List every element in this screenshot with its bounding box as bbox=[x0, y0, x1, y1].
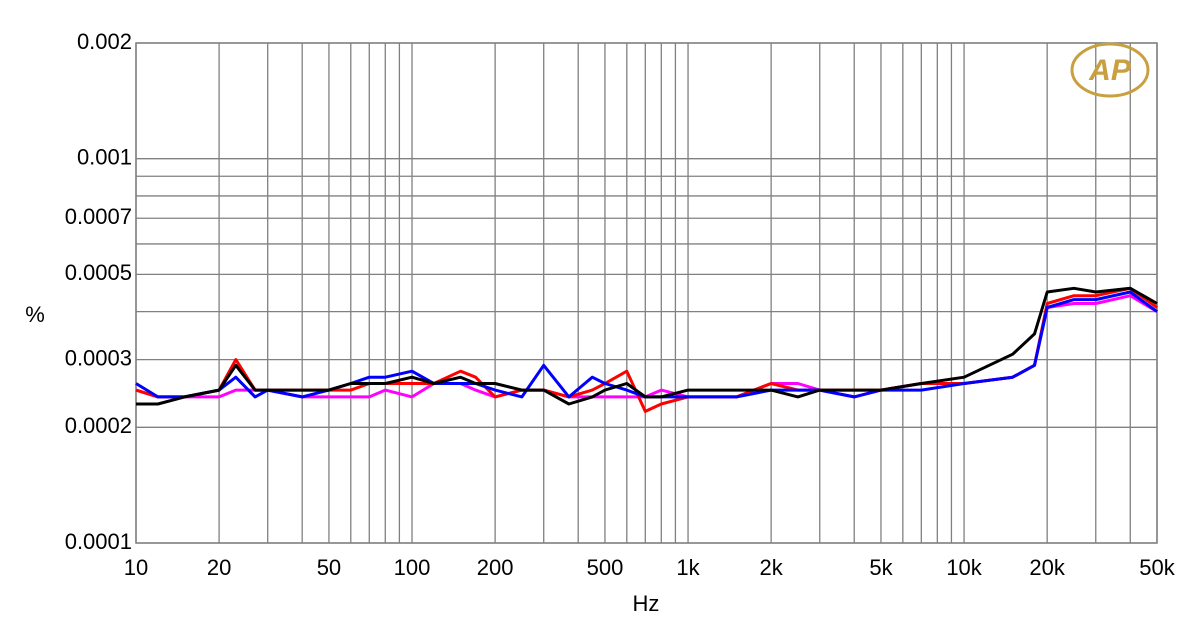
y-tick-label: 0.0001 bbox=[65, 529, 132, 554]
x-tick-label: 5k bbox=[869, 555, 893, 580]
x-tick-label: 100 bbox=[394, 555, 431, 580]
logo-text: AP bbox=[1088, 54, 1132, 87]
x-tick-label: 10k bbox=[946, 555, 982, 580]
y-tick-label: 0.0005 bbox=[65, 260, 132, 285]
x-tick-label: 10 bbox=[124, 555, 148, 580]
y-axis-label: % bbox=[25, 302, 45, 327]
y-tick-label: 0.0002 bbox=[65, 413, 132, 438]
logo-ring bbox=[1070, 42, 1150, 98]
x-tick-label: 50k bbox=[1139, 555, 1175, 580]
x-tick-label: 200 bbox=[477, 555, 514, 580]
x-tick-label: 20 bbox=[207, 555, 231, 580]
logo: AP bbox=[1070, 42, 1150, 98]
series-line bbox=[135, 290, 1158, 399]
x-tick-label: 20k bbox=[1029, 555, 1065, 580]
x-tick-label: 500 bbox=[587, 555, 624, 580]
x-axis-label: Hz bbox=[633, 591, 660, 616]
y-tick-label: 0.001 bbox=[77, 145, 132, 170]
x-tick-label: 1k bbox=[676, 555, 700, 580]
series-line bbox=[136, 286, 1158, 406]
x-tick-label: 2k bbox=[760, 555, 784, 580]
y-tick-label: 0.0003 bbox=[65, 345, 132, 370]
y-tick-label: 0.002 bbox=[77, 29, 132, 54]
plot-area bbox=[135, 42, 1158, 544]
grid bbox=[135, 42, 1158, 544]
x-tick-label: 50 bbox=[317, 555, 341, 580]
y-tick-label: 0.0007 bbox=[65, 204, 132, 229]
